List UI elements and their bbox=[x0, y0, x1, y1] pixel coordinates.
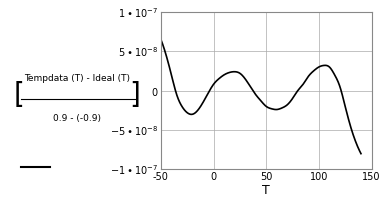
X-axis label: T: T bbox=[262, 184, 270, 197]
Text: Tempdata (T) - Ideal (T): Tempdata (T) - Ideal (T) bbox=[24, 74, 129, 83]
Text: ]: ] bbox=[129, 81, 140, 109]
Text: [: [ bbox=[13, 81, 24, 109]
Text: 0.9 - (-0.9): 0.9 - (-0.9) bbox=[52, 114, 101, 123]
